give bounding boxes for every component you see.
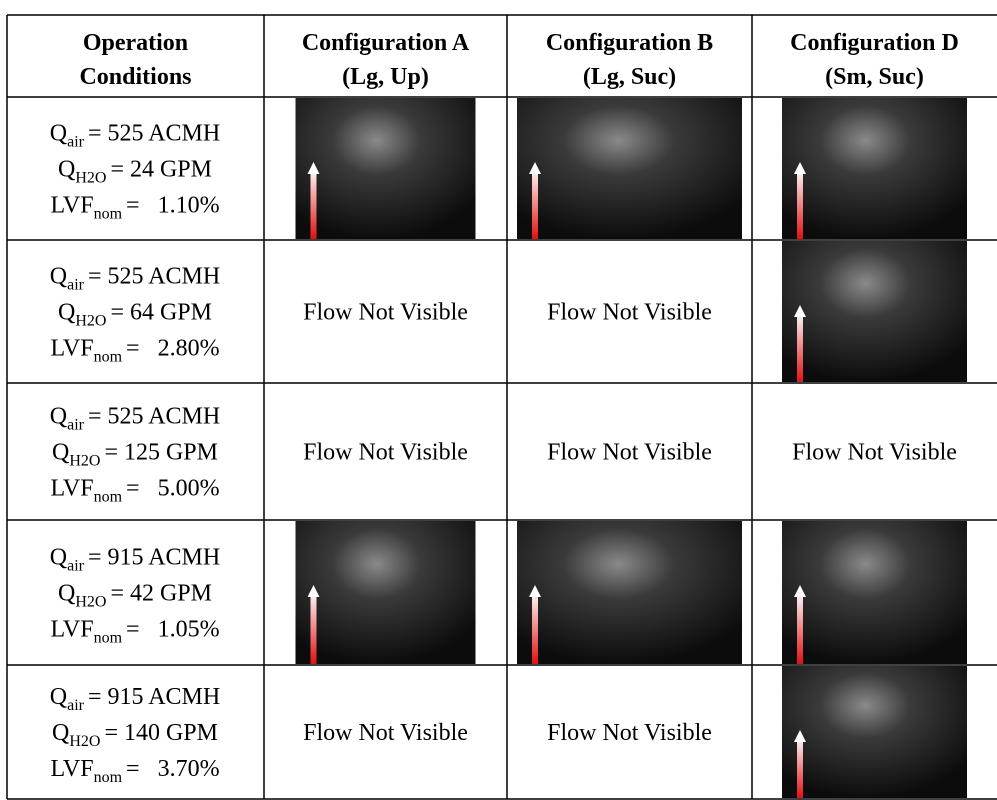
symbol: Q <box>52 440 69 466</box>
condition: QH2O= 125 GPM <box>52 440 218 470</box>
cell-text: Flow Not Visible <box>547 300 712 326</box>
symbol: Q <box>50 545 67 571</box>
symbol: Q <box>58 300 75 326</box>
header-text: Configuration A <box>302 30 470 56</box>
value: = 915 ACMH <box>88 545 220 571</box>
subscript: H2O <box>75 170 106 187</box>
symbol: Q <box>50 121 67 147</box>
value: = 1.10% <box>126 193 220 219</box>
arrow-shaft <box>797 311 803 382</box>
symbol: Q <box>58 581 75 607</box>
header-text: Conditions <box>79 64 191 90</box>
arrow-shaft <box>311 591 317 664</box>
symbol: LVF <box>50 476 93 502</box>
arrow-shaft <box>532 168 538 239</box>
header-text: Configuration D <box>790 30 959 56</box>
arrow-shaft <box>311 168 317 239</box>
subscript: air <box>67 697 85 714</box>
condition: QH2O= 140 GPM <box>52 720 218 750</box>
arrow-shaft <box>797 736 803 798</box>
header-text: (Sm, Suc) <box>825 64 924 90</box>
flow-image <box>782 98 967 239</box>
value: = 140 GPM <box>104 720 218 746</box>
symbol: Q <box>50 404 67 430</box>
symbol: LVF <box>50 756 93 782</box>
value: = 64 GPM <box>110 300 212 326</box>
condition: LVFnom= 3.70% <box>50 756 219 786</box>
condition: LVFnom= 1.10% <box>50 193 219 223</box>
value: = 915 ACMH <box>88 684 220 710</box>
value: = 3.70% <box>126 756 220 782</box>
subscript: nom <box>94 206 123 223</box>
flow-image <box>782 241 967 382</box>
subscript: H2O <box>69 733 100 750</box>
cell-text: Flow Not Visible <box>547 720 712 746</box>
flow-image <box>296 521 476 664</box>
condition: QH2O= 42 GPM <box>58 581 212 611</box>
value: = 2.80% <box>126 336 220 362</box>
condition: Qair= 525 ACMH <box>50 264 220 294</box>
value: = 5.00% <box>126 476 220 502</box>
header-text: Operation <box>83 30 188 56</box>
flow-image <box>296 98 476 239</box>
condition: Qair= 525 ACMH <box>50 404 220 434</box>
header-text: (Lg, Up) <box>342 64 429 90</box>
cell-text: Flow Not Visible <box>547 440 712 466</box>
symbol: Q <box>50 684 67 710</box>
subscript: H2O <box>75 594 106 611</box>
cell-text: Flow Not Visible <box>303 440 468 466</box>
subscript: H2O <box>75 313 106 330</box>
condition: LVFnom= 5.00% <box>50 476 219 506</box>
flow-image <box>782 521 967 664</box>
symbol: LVF <box>50 336 93 362</box>
flow-image <box>517 98 742 239</box>
subscript: air <box>67 417 85 434</box>
subscript: H2O <box>69 453 100 470</box>
symbol: LVF <box>50 193 93 219</box>
subscript: air <box>67 558 85 575</box>
subscript: nom <box>94 630 123 647</box>
condition: Qair= 525 ACMH <box>50 121 220 151</box>
cell-text: Flow Not Visible <box>303 300 468 326</box>
condition: QH2O= 64 GPM <box>58 300 212 330</box>
flow-image <box>517 521 742 664</box>
value: = 525 ACMH <box>88 121 220 147</box>
subscript: air <box>67 277 85 294</box>
cell-text: Flow Not Visible <box>303 720 468 746</box>
value: = 125 GPM <box>104 440 218 466</box>
arrow-shaft <box>797 168 803 239</box>
condition: LVFnom= 2.80% <box>50 336 219 366</box>
header-text: (Lg, Suc) <box>583 64 676 90</box>
value: = 1.05% <box>126 617 220 643</box>
symbol: Q <box>50 264 67 290</box>
subscript: nom <box>94 769 123 786</box>
condition: QH2O= 24 GPM <box>58 157 212 187</box>
condition: Qair= 915 ACMH <box>50 545 220 575</box>
symbol: Q <box>58 157 75 183</box>
table-figure: Operation Conditions Configuration A (Lg, U… <box>0 0 997 800</box>
arrow-shaft <box>797 591 803 664</box>
header-text: Configuration B <box>546 30 713 56</box>
flow-image <box>782 666 967 798</box>
cell-text: Flow Not Visible <box>792 440 957 466</box>
symbol: Q <box>52 720 69 746</box>
value: = 525 ACMH <box>88 264 220 290</box>
subscript: air <box>67 134 85 151</box>
condition: Qair= 915 ACMH <box>50 684 220 714</box>
value: = 24 GPM <box>110 157 212 183</box>
condition: LVFnom= 1.05% <box>50 617 219 647</box>
subscript: nom <box>94 349 123 366</box>
value: = 42 GPM <box>110 581 212 607</box>
arrow-shaft <box>532 591 538 664</box>
symbol: LVF <box>50 617 93 643</box>
subscript: nom <box>94 489 123 506</box>
value: = 525 ACMH <box>88 404 220 430</box>
